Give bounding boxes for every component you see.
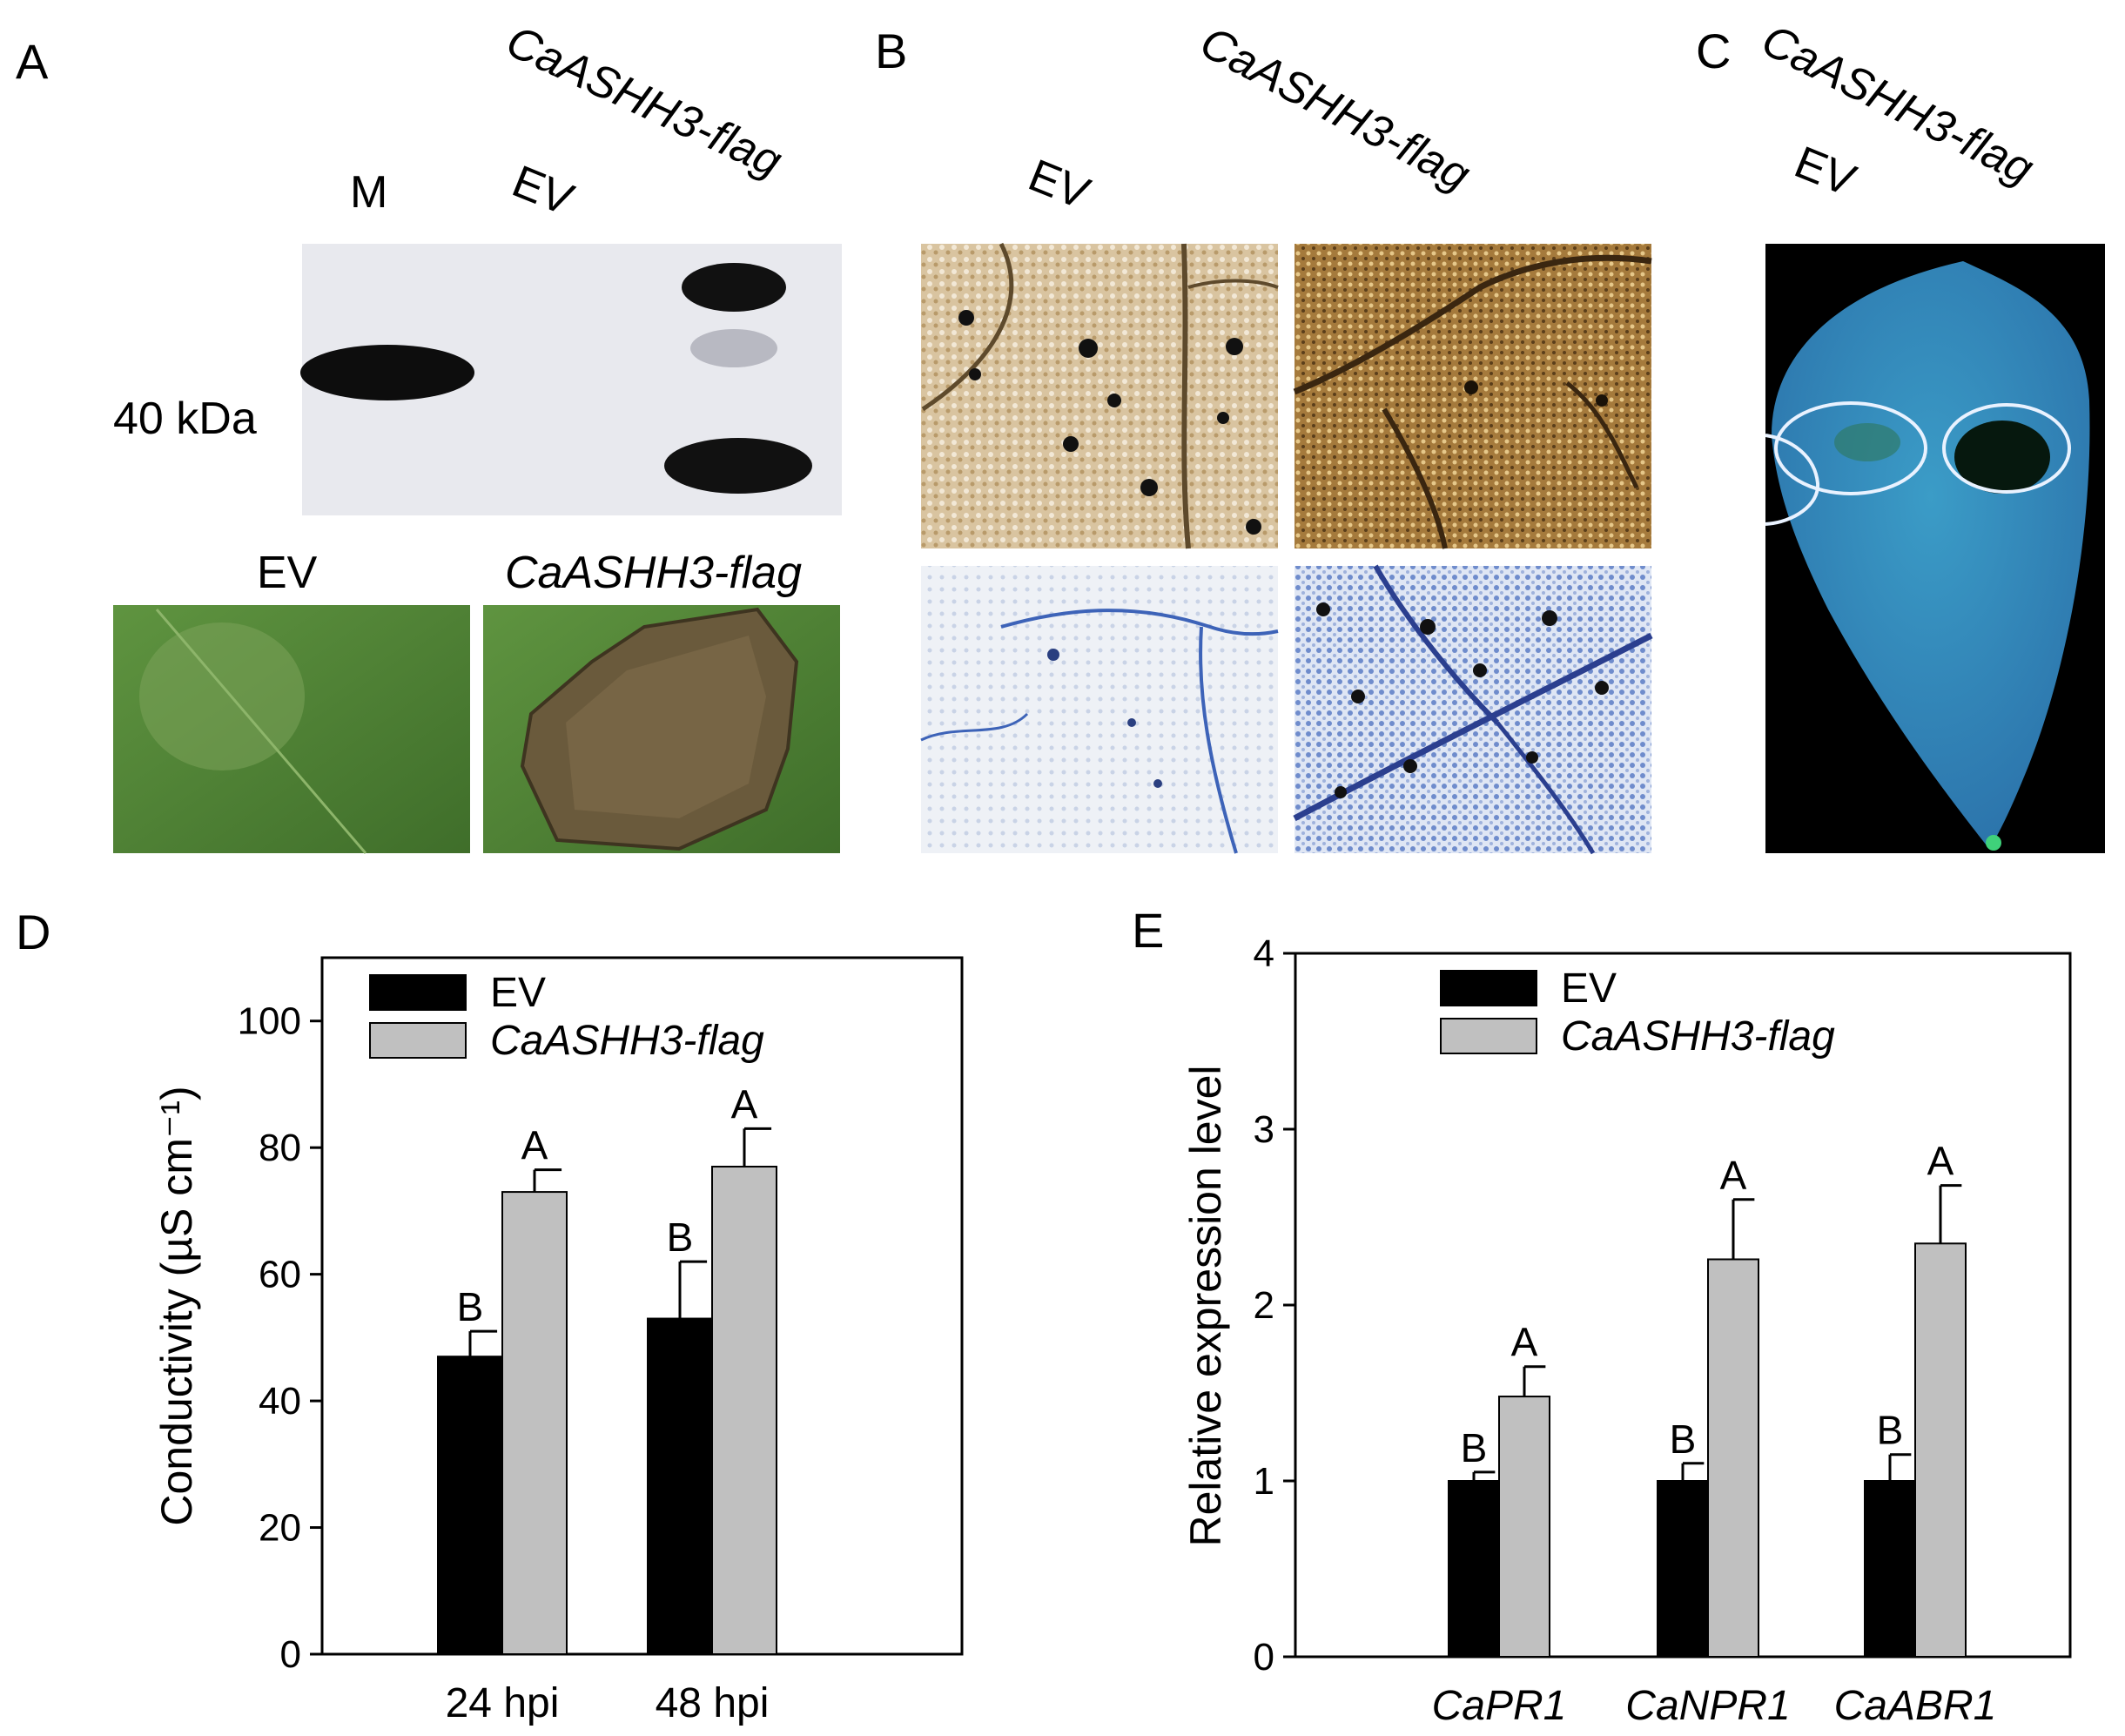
legend-swatch-ev <box>369 974 467 1011</box>
panel-letter-c: C <box>1696 24 1731 78</box>
leaf-label-ev: EV <box>257 548 318 598</box>
y-tick-label: 3 <box>1254 1108 1274 1151</box>
significance-letter-caashh3-flag-24-hpi: A <box>521 1123 548 1168</box>
legend-swatch-ev <box>1440 970 1537 1006</box>
lane-label-flag: CaASHH3-flag <box>499 16 790 187</box>
y-tick-label: 60 <box>259 1254 301 1296</box>
bar-ev-48-hpi <box>647 1317 713 1655</box>
bar-caashh3-flag-24-hpi <box>501 1191 568 1656</box>
chart-d: 0 20 40 60 80 100 Conductivity (µS cm⁻¹) B A 24 h… <box>152 956 964 1726</box>
legend-label-ev: EV <box>490 970 546 1016</box>
y-tick-label: 40 <box>259 1380 301 1423</box>
significance-letter-ev-canpr1: B <box>1670 1416 1697 1462</box>
y-tick-label: 4 <box>1254 932 1274 975</box>
y-tick-label: 2 <box>1254 1284 1274 1327</box>
significance-letter-caashh3-flag-48-hpi: A <box>731 1081 758 1127</box>
y-tick-label: 20 <box>259 1507 301 1550</box>
dab-stain-flag <box>1293 244 1652 549</box>
bar-ev-caabr1 <box>1864 1480 1916 1658</box>
legend-swatch-caashh3-flag <box>369 1022 467 1059</box>
y-tick-label: 0 <box>280 1633 301 1676</box>
x-category-label: 48 hpi <box>656 1680 770 1726</box>
blot-band-flag-lower <box>664 438 812 494</box>
bar-ev-capr1 <box>1448 1480 1500 1658</box>
fluorescence-leaf-photo <box>1765 244 2105 853</box>
lane-label-ev: EV <box>506 156 581 225</box>
y-tick-label: 80 <box>259 1127 301 1169</box>
significance-letter-ev-24-hpi: B <box>457 1284 484 1329</box>
bar-caashh3-flag-48-hpi <box>711 1166 777 1655</box>
bar-caashh3-flag-caabr1 <box>1914 1242 1967 1659</box>
significance-letter-caashh3-flag-capr1: A <box>1511 1320 1538 1365</box>
lane-label-m: M <box>350 167 387 218</box>
leaf-photo-flag <box>483 605 840 853</box>
panel-letter-d: D <box>16 905 50 959</box>
column-label-flag: CaASHH3-flag <box>1192 17 1477 200</box>
size-marker-label: 40 kDa <box>113 394 257 444</box>
significance-letter-caashh3-flag-caabr1: A <box>1927 1139 1954 1184</box>
western-blot <box>300 244 842 515</box>
legend-swatch-caashh3-flag <box>1440 1018 1537 1054</box>
legend-label-caashh3-flag: CaASHH3-flag <box>490 1018 764 1064</box>
y-axis-label: Relative expression level <box>1181 1065 1230 1546</box>
blot-band-flag-upper <box>682 263 786 312</box>
y-tick-label: 1 <box>1254 1460 1274 1503</box>
trypan-stain-ev <box>920 566 1279 854</box>
significance-letter-caashh3-flag-canpr1: A <box>1720 1153 1747 1198</box>
panel-letter-e: E <box>1132 903 1164 958</box>
x-category-label: 24 hpi <box>446 1680 560 1726</box>
bar-ev-canpr1 <box>1657 1480 1709 1658</box>
x-category-label: CaPR1 <box>1432 1683 1567 1729</box>
panel-letter-b: B <box>875 24 907 78</box>
x-category-label: CaABR1 <box>1834 1683 1997 1729</box>
y-tick-label: 0 <box>1254 1636 1274 1679</box>
significance-letter-ev-caabr1: B <box>1877 1408 1904 1453</box>
trypan-stain-flag <box>1293 564 1653 855</box>
blot-band-marker <box>300 345 474 400</box>
significance-letter-ev-capr1: B <box>1461 1425 1488 1470</box>
leaf-label-c-ev: EV <box>1788 137 1863 206</box>
x-category-label: CaNPR1 <box>1625 1683 1790 1729</box>
plot-frame <box>320 956 964 1656</box>
leaf-label-flag: CaASHH3-flag <box>505 548 802 598</box>
legend-label-ev: EV <box>1561 966 1617 1012</box>
bar-caashh3-flag-capr1 <box>1498 1396 1550 1659</box>
dab-stain-ev <box>921 242 1279 549</box>
y-tick-label: 100 <box>238 1000 301 1043</box>
chart-e: 0 1 2 3 4 Relative expression level B A CaPR1 B A C… <box>1181 932 2072 1729</box>
blot-band-flag-smear <box>690 329 777 367</box>
leaf-photo-ev <box>113 605 470 854</box>
panel-letter-a: A <box>16 34 49 89</box>
y-axis-label: Conductivity (µS cm⁻¹) <box>152 1086 201 1525</box>
legend-label-caashh3-flag: CaASHH3-flag <box>1561 1013 1835 1060</box>
bar-caashh3-flag-canpr1 <box>1707 1258 1759 1658</box>
column-label-ev: EV <box>1022 150 1097 219</box>
bar-ev-24-hpi <box>437 1356 503 1655</box>
significance-letter-ev-48-hpi: B <box>667 1215 694 1260</box>
